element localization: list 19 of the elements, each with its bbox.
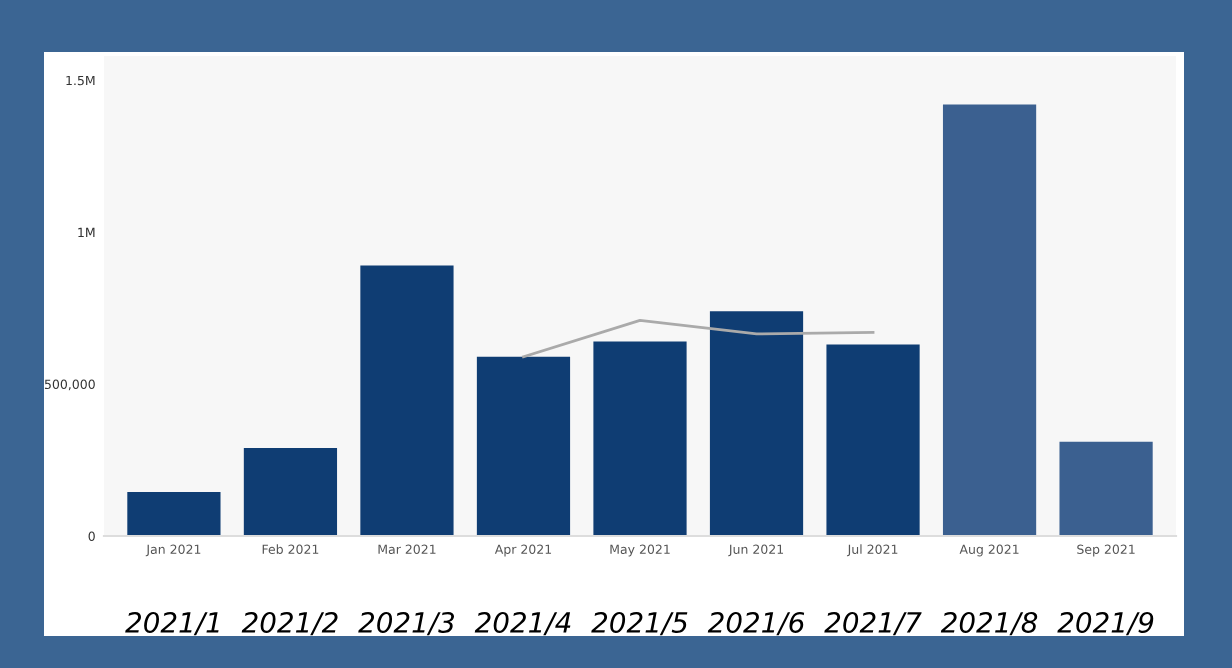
text: 2021/9 [1057,611,1154,636]
bar [593,341,687,536]
bar [360,265,454,536]
bar [243,447,338,536]
text: 2021/2 [241,611,338,636]
bar [942,104,1037,536]
text: 2021/3 [358,611,455,636]
text: 2021/7 [824,611,922,636]
bar [127,491,221,536]
text: 2021/1 [125,611,219,636]
text: 2021/5 [591,611,688,636]
bar [709,311,804,536]
bar [476,356,571,536]
bar [1059,441,1153,536]
text: 2021/4 [474,611,571,636]
bar [826,344,920,536]
text: 2021/6 [707,611,805,636]
line-series [522,318,875,359]
text: 2021/8 [940,611,1038,636]
